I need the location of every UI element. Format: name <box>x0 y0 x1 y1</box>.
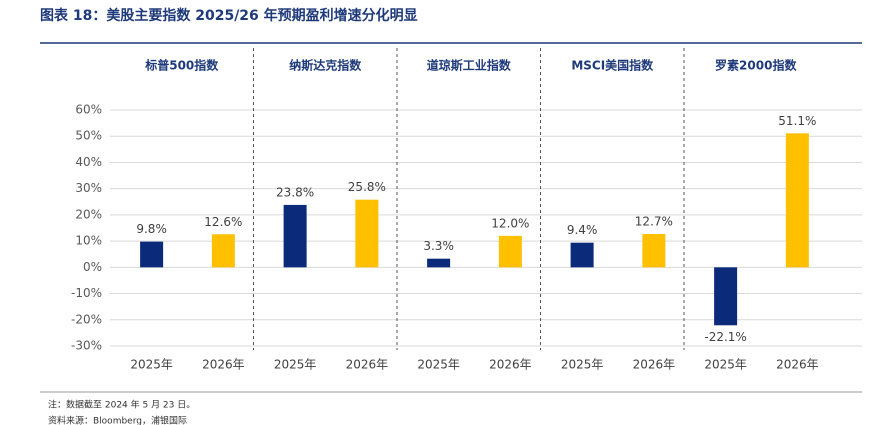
data-label: 25.8% <box>348 180 386 194</box>
y-tick-label: -30% <box>71 339 102 353</box>
y-tick-label: 20% <box>75 207 102 221</box>
y-tick-label: 10% <box>75 234 102 248</box>
data-label: 12.6% <box>204 215 242 229</box>
panel-title: 标普500指数 <box>144 58 219 73</box>
bar <box>785 133 809 268</box>
chart-title: 图表 18：美股主要指数 2025/26 年预期盈利增速分化明显 <box>40 7 418 24</box>
y-tick-label: 50% <box>75 129 102 143</box>
bar <box>714 267 738 326</box>
x-tick-label: 2025年 <box>561 358 604 372</box>
y-tick-label: 60% <box>75 103 102 117</box>
panel-title: 罗素2000指数 <box>715 58 797 73</box>
note: 注：数据截至 2024 年 5 月 23 日。 <box>48 399 195 411</box>
data-label: 12.0% <box>491 216 529 230</box>
x-tick-label: 2026年 <box>776 358 819 372</box>
y-tick-label: 0% <box>83 260 102 274</box>
y-tick-label: -10% <box>71 286 102 300</box>
bar <box>283 204 307 268</box>
x-tick-label: 2025年 <box>417 358 460 372</box>
x-tick-label: 2026年 <box>202 358 245 372</box>
bar <box>140 241 164 268</box>
bar <box>498 235 522 268</box>
data-label: 9.8% <box>136 222 167 236</box>
y-tick-label: 30% <box>75 181 102 195</box>
data-label: 51.1% <box>778 114 816 128</box>
y-tick-label: -20% <box>71 312 102 326</box>
bar <box>570 242 594 268</box>
data-label: 12.7% <box>635 215 673 229</box>
data-label: 23.8% <box>276 185 314 199</box>
bar <box>642 234 666 268</box>
panel-title: 纳斯达克指数 <box>289 58 362 73</box>
bar <box>355 199 379 268</box>
x-tick-label: 2025年 <box>704 358 747 372</box>
y-tick-label: 40% <box>75 155 102 169</box>
panel-title: 道琼斯工业指数 <box>427 58 512 73</box>
x-tick-label: 2026年 <box>489 358 532 372</box>
source: 资料来源：Bloomberg，浦银国际 <box>48 415 187 425</box>
x-tick-label: 2025年 <box>274 358 317 372</box>
data-label: 3.3% <box>423 239 454 253</box>
x-tick-label: 2026年 <box>346 358 389 372</box>
data-label: -22.1% <box>704 330 746 344</box>
panel-title: MSCI美国指数 <box>571 58 654 73</box>
bar <box>211 234 235 268</box>
x-tick-label: 2026年 <box>633 358 676 372</box>
x-tick-label: 2025年 <box>130 358 173 372</box>
bar <box>427 258 451 268</box>
data-label: 9.4% <box>567 223 598 237</box>
